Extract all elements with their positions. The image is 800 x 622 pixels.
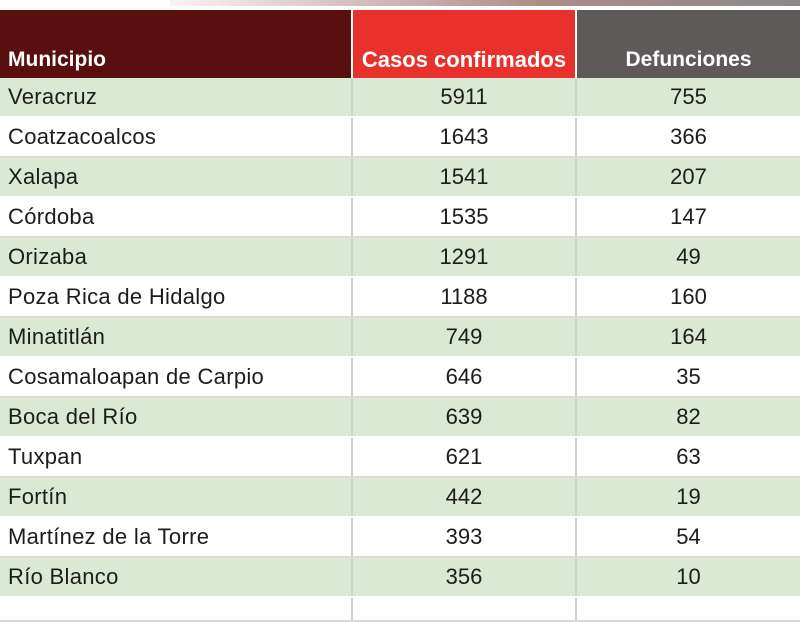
table-row: Cosamaloapan de Carpio 646 35 [0, 357, 800, 398]
casos-cell: 1541 [351, 157, 576, 198]
casos-cell: 639 [351, 397, 576, 438]
casos-cell: 621 [351, 437, 576, 478]
cropped-title-bar [170, 0, 800, 6]
empty-cell [575, 597, 800, 622]
header-defunciones: Defunciones [575, 10, 800, 78]
defunciones-cell: 82 [575, 397, 800, 438]
defunciones-cell: 207 [575, 157, 800, 198]
empty-cell [351, 597, 576, 622]
defunciones-cell: 10 [575, 557, 800, 598]
municipio-cell: Xalapa [0, 157, 352, 198]
defunciones-cell: 147 [575, 197, 800, 238]
table-row: Orizaba 1291 49 [0, 237, 800, 278]
table-row: Martínez de la Torre 393 54 [0, 517, 800, 558]
table-header-row: Municipio Casos confirmados Defunciones [0, 10, 800, 78]
casos-cell: 1643 [351, 117, 576, 158]
municipio-cell: Río Blanco [0, 557, 352, 598]
table-row-partial [0, 597, 800, 622]
top-edge-strip [0, 0, 800, 10]
casos-cell: 749 [351, 317, 576, 358]
municipio-cell: Coatzacoalcos [0, 117, 352, 158]
municipio-cell: Veracruz [0, 78, 352, 118]
casos-cell: 646 [351, 357, 576, 398]
municipio-cell: Tuxpan [0, 437, 352, 478]
casos-cell: 393 [351, 517, 576, 558]
municipio-cell: Minatitlán [0, 317, 352, 358]
defunciones-cell: 19 [575, 477, 800, 518]
municipio-cell: Fortín [0, 477, 352, 518]
empty-cell [0, 597, 352, 622]
defunciones-cell: 755 [575, 78, 800, 118]
casos-cell: 5911 [351, 78, 576, 118]
municipio-cell: Martínez de la Torre [0, 517, 352, 558]
defunciones-cell: 164 [575, 317, 800, 358]
municipio-cell: Boca del Río [0, 397, 352, 438]
table-row: Boca del Río 639 82 [0, 397, 800, 438]
casos-cell: 442 [351, 477, 576, 518]
table-row: Minatitlán 749 164 [0, 317, 800, 358]
header-casos-confirmados: Casos confirmados [351, 10, 576, 78]
table-row: Veracruz 5911 755 [0, 78, 800, 118]
table-row: Fortín 442 19 [0, 477, 800, 518]
defunciones-cell: 160 [575, 277, 800, 318]
header-municipio: Municipio [0, 10, 352, 78]
table-row: Xalapa 1541 207 [0, 157, 800, 198]
defunciones-cell: 54 [575, 517, 800, 558]
table-row: Poza Rica de Hidalgo 1188 160 [0, 277, 800, 318]
table-row: Río Blanco 356 10 [0, 557, 800, 598]
casos-cell: 1291 [351, 237, 576, 278]
defunciones-cell: 35 [575, 357, 800, 398]
casos-cell: 1535 [351, 197, 576, 238]
casos-cell: 356 [351, 557, 576, 598]
covid-municipios-table: Municipio Casos confirmados Defunciones … [0, 10, 800, 622]
defunciones-cell: 366 [575, 117, 800, 158]
municipio-cell: Cosamaloapan de Carpio [0, 357, 352, 398]
casos-cell: 1188 [351, 277, 576, 318]
municipio-cell: Orizaba [0, 237, 352, 278]
municipio-cell: Córdoba [0, 197, 352, 238]
defunciones-cell: 49 [575, 237, 800, 278]
table-row: Coatzacoalcos 1643 366 [0, 117, 800, 158]
table-row: Córdoba 1535 147 [0, 197, 800, 238]
municipio-cell: Poza Rica de Hidalgo [0, 277, 352, 318]
table-row: Tuxpan 621 63 [0, 437, 800, 478]
defunciones-cell: 63 [575, 437, 800, 478]
